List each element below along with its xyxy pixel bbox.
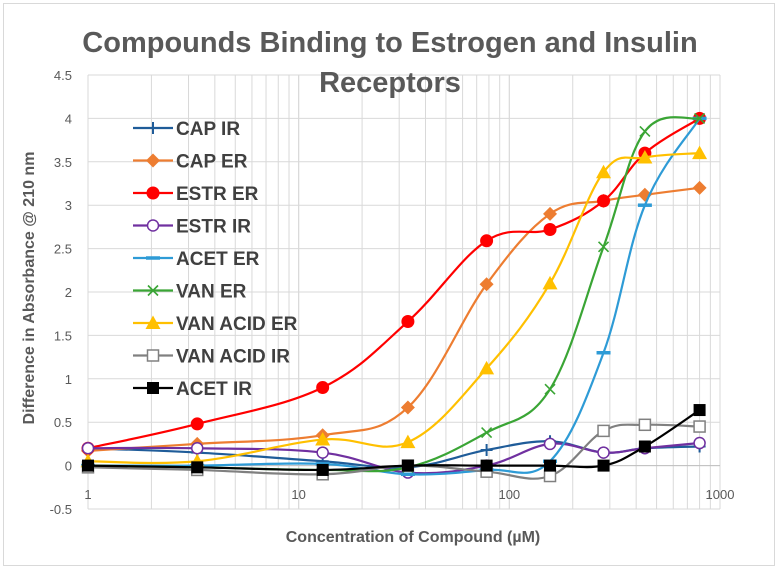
data-point-van-acid-ir	[597, 424, 610, 438]
legend-label: ESTR ER	[176, 184, 259, 205]
legend-item-acet-ir: ACET IR	[133, 379, 252, 400]
data-point-estr-ir	[693, 436, 706, 450]
data-point-van-acid-er	[315, 432, 331, 446]
legend-label: ACET ER	[176, 249, 260, 270]
legend-marker-estr-er	[146, 186, 160, 200]
data-point-acet-ir	[597, 459, 610, 472]
legend-marker-estr-ir	[146, 219, 160, 232]
data-point-estr-ir	[190, 441, 204, 455]
legend-marker-acet-ir	[147, 382, 159, 394]
legend-item-estr-ir: ESTR IR	[133, 217, 251, 238]
data-point-cap-er	[479, 277, 494, 292]
legend-item-van-acid-er: VAN ACID ER	[133, 314, 298, 335]
data-point-estr-ir	[81, 441, 95, 455]
data-point-cap-er	[543, 206, 558, 221]
y-axis-ticks: -0.5 0 0.5 1 1.5 2 2.5 3 3.5 4 4.5	[50, 68, 72, 517]
legend-label: CAP ER	[176, 152, 248, 173]
legend-item-cap-ir: CAP IR	[133, 119, 240, 140]
data-point-estr-ir	[597, 446, 610, 459]
legend-label: ESTR IR	[176, 217, 251, 238]
data-point-van-acid-er	[596, 164, 612, 179]
data-point-acet-ir	[191, 461, 204, 474]
data-point-van-er	[694, 112, 706, 124]
x-tick-label: 10	[291, 487, 305, 502]
legend-marker-van-acid-er	[145, 315, 161, 329]
y-tick-label: 2	[65, 285, 72, 300]
legend-marker-van-acid-ir	[146, 349, 160, 362]
data-point-acet-ir	[693, 404, 706, 417]
legend-marker-cap-er	[146, 153, 160, 168]
data-point-estr-er	[401, 315, 415, 329]
data-point-acet-ir	[401, 459, 414, 472]
y-tick-label: 4	[65, 111, 72, 126]
legend-label: VAN ACID IR	[176, 347, 290, 368]
grid	[87, 74, 721, 510]
legend: CAP IR CAP ER ESTR ER ESTR IR ACET ER VAN ER V…	[133, 119, 298, 400]
series-line-van-acid-ir	[87, 423, 700, 480]
series-line-van-acid-er	[87, 152, 700, 465]
data-point-van-acid-er	[479, 360, 495, 375]
legend-label: VAN ACID ER	[176, 314, 298, 335]
data-point-van-acid-er	[692, 145, 708, 160]
x-tick-label: 1000	[706, 487, 735, 502]
legend-item-van-acid-ir: VAN ACID IR	[133, 347, 290, 368]
legend-label: ACET IR	[176, 379, 252, 400]
y-axis-title: Difference in Absorbance @ 210 nm	[21, 152, 38, 425]
data-point-estr-er	[190, 417, 204, 431]
legend-item-estr-er: ESTR ER	[133, 184, 259, 205]
series-lines	[80, 111, 708, 483]
data-point-van-acid-er	[637, 149, 653, 164]
y-tick-label: 1	[65, 372, 72, 387]
legend-item-cap-er: CAP ER	[133, 152, 248, 173]
data-point-acet-ir	[82, 459, 94, 472]
legend-label: VAN ER	[176, 282, 247, 303]
data-point-van-er	[481, 427, 493, 439]
x-tick-label: 1	[84, 487, 91, 502]
series-acet-ir	[82, 404, 706, 476]
chart-title-line-1: Compounds Binding to Estrogen and Insuli…	[82, 27, 697, 59]
x-tick-label: 100	[498, 487, 520, 502]
series-line-acet-ir	[87, 409, 701, 472]
y-tick-label: 0.5	[54, 415, 72, 430]
data-point-acet-ir	[480, 459, 493, 472]
chart-title-line-2: Receptors	[319, 67, 461, 99]
data-point-estr-ir	[543, 437, 557, 451]
y-tick-label: 4.5	[54, 68, 72, 83]
data-point-van-er	[544, 383, 556, 395]
data-point-cap-er	[692, 180, 707, 195]
legend-marker-van-er	[147, 284, 159, 297]
x-axis-title: Concentration of Compound (µM)	[286, 529, 541, 546]
data-point-cap-ir	[480, 443, 493, 456]
y-tick-label: 3.5	[54, 155, 72, 170]
y-tick-label: 3	[65, 198, 72, 213]
legend-label: CAP IR	[176, 119, 240, 140]
data-point-van-acid-ir	[693, 420, 706, 433]
data-point-van-acid-er	[542, 275, 558, 290]
data-point-acet-ir	[316, 463, 329, 476]
data-point-van-acid-ir	[543, 469, 557, 483]
y-tick-label: 2.5	[54, 242, 72, 257]
legend-item-van-er: VAN ER	[133, 282, 247, 303]
legend-item-acet-er: ACET ER	[133, 249, 260, 270]
legend-marker-cap-ir	[147, 122, 159, 134]
y-tick-label: 0	[65, 459, 72, 474]
data-point-van-er	[639, 125, 651, 137]
data-point-estr-ir	[316, 446, 329, 459]
data-point-estr-er	[597, 194, 611, 208]
data-point-van-acid-ir	[638, 418, 652, 432]
data-point-acet-ir	[638, 440, 651, 453]
x-axis-ticks: 1 10 100 1000	[84, 487, 734, 502]
data-point-acet-ir	[544, 459, 557, 472]
data-point-estr-er	[543, 223, 557, 237]
data-point-van-er	[597, 241, 610, 253]
y-tick-label: 1.5	[54, 328, 72, 343]
y-tick-label: -0.5	[50, 502, 72, 517]
series-line-estr-ir	[87, 441, 700, 475]
data-point-estr-er	[480, 234, 494, 248]
data-point-cap-er	[400, 400, 415, 415]
data-point-estr-er	[316, 380, 330, 394]
data-point-van-acid-er	[400, 434, 416, 449]
